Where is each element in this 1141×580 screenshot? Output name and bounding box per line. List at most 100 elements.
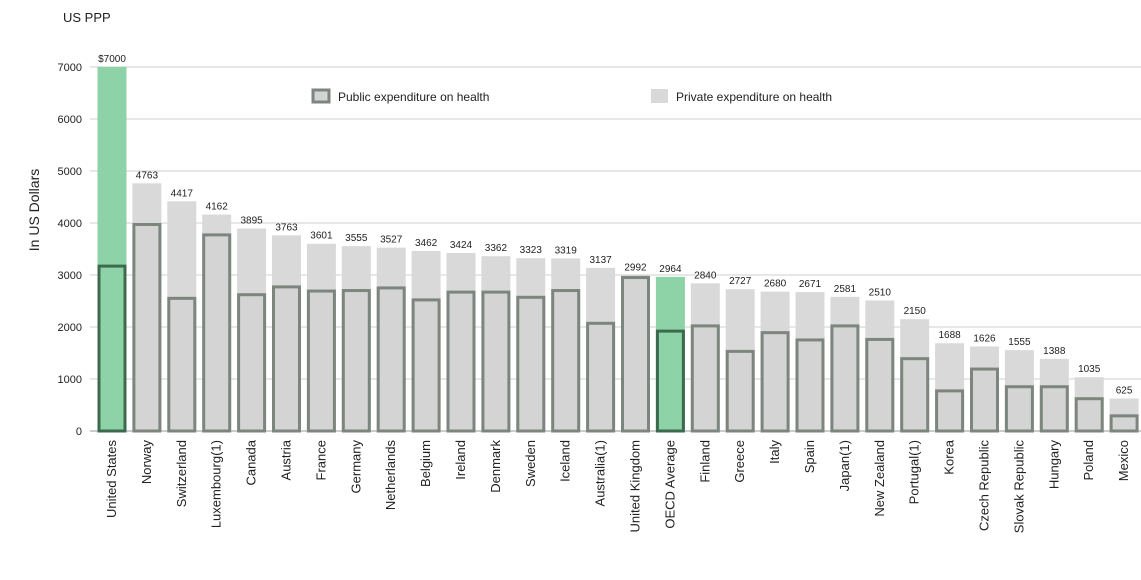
- category-label: Iceland: [558, 440, 573, 482]
- bar-public-expenditure: [900, 357, 930, 433]
- bar-public-expenditure: [446, 290, 476, 433]
- category-label: Ireland: [453, 440, 468, 480]
- category-label: Spain: [802, 440, 817, 473]
- bars: [97, 67, 1139, 433]
- category-label: Austria: [279, 439, 294, 480]
- y-tick-label: 3000: [58, 270, 82, 282]
- data-label: 3527: [380, 235, 403, 246]
- y-tick-label: 2000: [58, 322, 82, 334]
- bar-public-expenditure: [551, 289, 581, 433]
- data-label: 2964: [659, 264, 682, 275]
- bar-public-expenditure: [1074, 397, 1104, 433]
- category-label: Sweden: [523, 440, 538, 487]
- y-tick-label: 6000: [58, 114, 82, 126]
- bar-public-expenditure: [376, 286, 406, 433]
- bar-public-expenditure: [935, 389, 965, 433]
- category-label: Hungary: [1046, 440, 1061, 490]
- data-label: 625: [1116, 386, 1133, 397]
- data-label: 2671: [799, 279, 822, 290]
- legend: Public expenditure on health Private expe…: [311, 88, 832, 104]
- data-label: 2680: [764, 279, 787, 290]
- y-tick-label: 1000: [58, 374, 82, 386]
- bar-public-expenditure: [795, 338, 825, 433]
- bar-public-expenditure: [865, 337, 895, 433]
- data-label: $7000: [98, 54, 126, 65]
- bar-public-expenditure: [516, 295, 546, 433]
- corner-label: US PPP: [63, 10, 111, 25]
- data-label: 4763: [136, 170, 159, 181]
- category-label: Greece: [732, 440, 747, 483]
- bar-public-expenditure: [760, 331, 790, 433]
- bar-public-expenditure: [97, 264, 127, 433]
- bar-public-expenditure: [237, 293, 267, 433]
- bar-public-expenditure: [1039, 385, 1069, 433]
- category-label: Australia(1): [593, 440, 608, 506]
- bar-public-expenditure: [690, 324, 720, 433]
- data-label: 3362: [485, 243, 508, 254]
- legend-swatch-private: [651, 89, 668, 103]
- data-label: 3763: [275, 222, 298, 233]
- bar-public-expenditure: [830, 324, 860, 433]
- data-label: 3601: [310, 231, 333, 242]
- bar-public-expenditure: [306, 289, 336, 433]
- category-label: United Kingdom: [628, 440, 643, 533]
- data-label: 2992: [624, 262, 647, 273]
- legend-swatch-public: [311, 88, 331, 104]
- data-label: 3137: [589, 255, 612, 266]
- category-label: Belgium: [418, 440, 433, 487]
- category-label: Luxembourg(1): [209, 440, 224, 528]
- bar-public-expenditure: [970, 367, 999, 433]
- bar-public-expenditure: [167, 296, 197, 433]
- bar-public-expenditure: [481, 290, 511, 433]
- category-label: Switzerland: [174, 440, 189, 507]
- data-label: 1388: [1043, 346, 1066, 357]
- data-label: 3319: [555, 245, 578, 256]
- bar-public-expenditure: [725, 349, 755, 433]
- category-label: United States: [104, 440, 119, 519]
- category-label: OECD Average: [662, 440, 677, 529]
- category-label: Japan(1): [837, 440, 852, 491]
- bar-public-expenditure: [1004, 385, 1034, 433]
- data-label: 3323: [520, 245, 543, 256]
- data-label: 2840: [694, 270, 717, 281]
- bar-public-expenditure: [621, 276, 650, 433]
- data-label: 2150: [904, 306, 927, 317]
- category-label: Czech Republic: [977, 440, 992, 532]
- category-label: Finland: [697, 440, 712, 483]
- legend-label-private: Private expenditure on health: [676, 90, 832, 104]
- data-label: 1555: [1008, 337, 1031, 348]
- category-label: Slovak Republic: [1011, 440, 1026, 534]
- data-label: 1688: [938, 330, 961, 341]
- data-label: 4417: [171, 188, 194, 199]
- bar-public-expenditure: [272, 285, 301, 433]
- data-label: 2727: [729, 276, 752, 287]
- category-label: Portugal(1): [907, 440, 922, 504]
- data-label: 4162: [206, 202, 229, 213]
- category-labels: United States Norway Switzerland Luxembourg…: [104, 439, 1131, 534]
- data-label: 3895: [240, 215, 263, 226]
- category-label: Mexico: [1116, 440, 1131, 481]
- bar-public-expenditure: [655, 329, 685, 433]
- y-tick-label: 7000: [58, 62, 82, 74]
- category-label: Denmark: [488, 440, 503, 493]
- data-label: 1035: [1078, 364, 1101, 375]
- category-label: Norway: [139, 440, 154, 485]
- bar-public-expenditure: [341, 289, 371, 433]
- category-label: New Zealand: [872, 440, 887, 517]
- data-label: 3424: [450, 240, 473, 251]
- bar-public-expenditure: [132, 223, 162, 433]
- value-labels: $7000 4763 4417 4162 3895 3763 3601 3555 3527 346…: [98, 54, 1133, 397]
- y-axis-ticks: 0 1000 2000 3000 4000 5000 6000 7000: [58, 62, 82, 438]
- legend-label-public: Public expenditure on health: [338, 90, 489, 104]
- data-label: 3462: [415, 238, 438, 249]
- data-label: 1626: [973, 333, 996, 344]
- category-label: France: [313, 440, 328, 480]
- category-label: Poland: [1081, 440, 1096, 480]
- bar-public-expenditure: [1109, 414, 1139, 433]
- data-label: 2581: [834, 284, 857, 295]
- category-label: Germany: [348, 440, 363, 494]
- bar-public-expenditure: [411, 298, 441, 433]
- category-label: Canada: [244, 439, 259, 485]
- category-label: Netherlands: [383, 440, 398, 511]
- y-tick-label: 0: [76, 426, 82, 438]
